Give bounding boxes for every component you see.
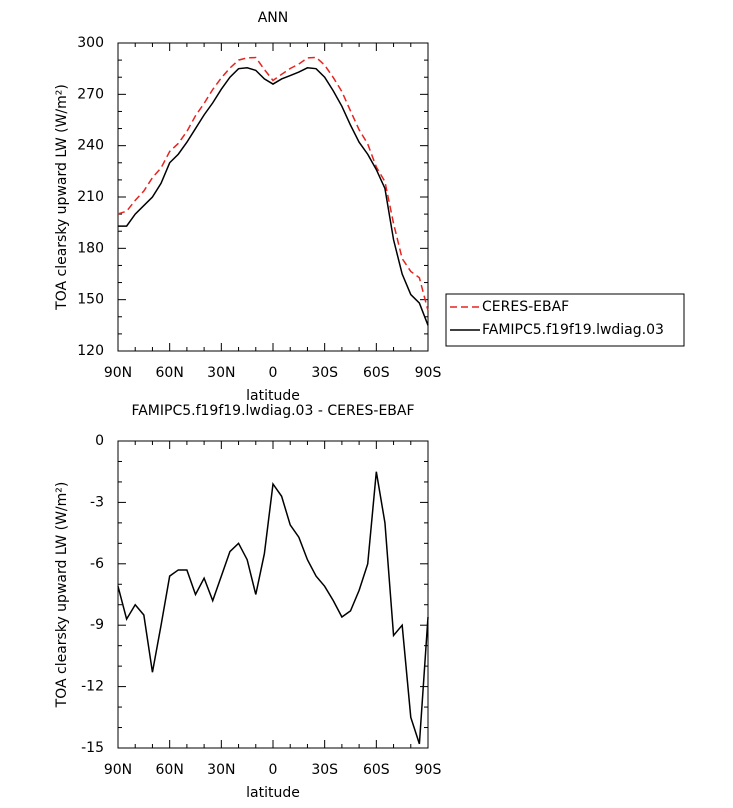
x-axis-label: latitude — [246, 388, 300, 404]
legend-label: CERES-EBAF — [482, 299, 569, 315]
y-tick-label: -12 — [81, 679, 104, 695]
x-tick-label: 30N — [207, 762, 235, 778]
y-tick-label: -6 — [90, 556, 104, 572]
y-tick-label: 240 — [77, 138, 104, 154]
x-tick-label: 90N — [104, 365, 132, 381]
y-tick-label: -3 — [90, 494, 104, 510]
data-line — [117, 56, 429, 311]
x-tick-label: 30S — [311, 365, 338, 381]
y-tick-label: 210 — [77, 189, 104, 205]
x-tick-label: 30S — [311, 762, 338, 778]
y-tick-label: 300 — [77, 35, 104, 51]
y-tick-label: 270 — [77, 86, 104, 102]
data-line — [118, 67, 429, 326]
y-tick-label: -15 — [81, 740, 104, 756]
x-axis-label: latitude — [246, 785, 300, 801]
y-tick-label: 180 — [77, 240, 104, 256]
legend-box — [445, 293, 685, 347]
x-tick-label: 60N — [156, 365, 184, 381]
x-tick-label: 60S — [363, 762, 390, 778]
x-tick-label: 0 — [269, 762, 278, 778]
y-axis-label: TOA clearsky upward LW (W/m²) — [54, 84, 70, 311]
legend-label: FAMIPC5.f19f19.lwdiag.03 — [482, 322, 664, 338]
y-axis-label: TOA clearsky upward LW (W/m²) — [54, 482, 70, 709]
chart-title: ANN — [258, 10, 289, 26]
x-tick-label: 90S — [415, 762, 442, 778]
plot-frame — [117, 42, 429, 352]
x-tick-label: 60N — [156, 762, 184, 778]
y-tick-label: 150 — [77, 292, 104, 308]
x-tick-label: 60S — [363, 365, 390, 381]
y-tick-label: 0 — [95, 433, 104, 449]
x-tick-label: 90S — [415, 365, 442, 381]
data-line — [117, 471, 429, 745]
x-tick-label: 0 — [269, 365, 278, 381]
y-tick-label: 120 — [77, 343, 104, 359]
y-tick-label: -9 — [90, 617, 104, 633]
chart-title: FAMIPC5.f19f19.lwdiag.03 - CERES-EBAF — [131, 403, 414, 419]
x-tick-label: 30N — [207, 365, 235, 381]
x-tick-label: 90N — [104, 762, 132, 778]
